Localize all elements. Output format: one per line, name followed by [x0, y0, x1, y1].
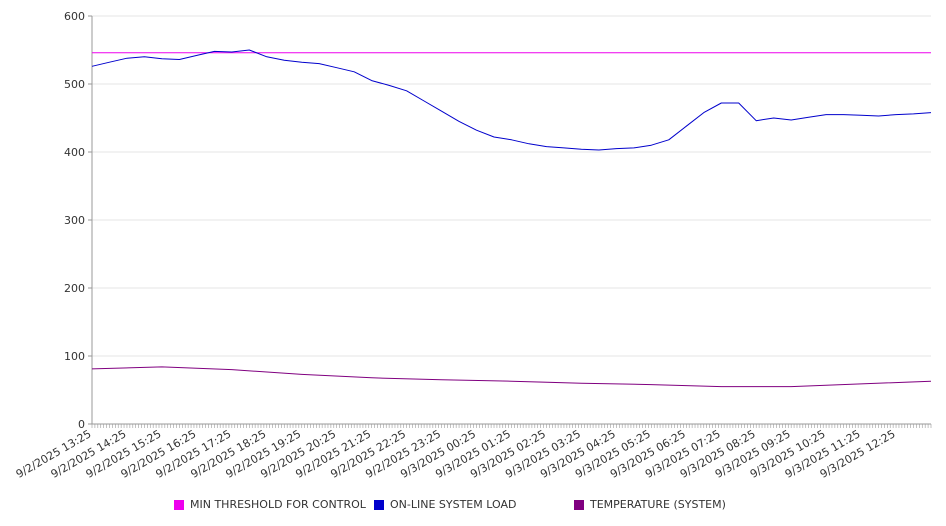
legend-swatch-system-load [374, 499, 384, 510]
legend-item-min-threshold: MIN THRESHOLD FOR CONTROL [174, 498, 366, 511]
legend-label-system-load: ON-LINE SYSTEM LOAD [390, 498, 517, 511]
y-tick-label: 500 [64, 78, 85, 91]
legend-swatch-min-threshold [174, 499, 184, 510]
legend-label-temperature: TEMPERATURE (SYSTEM) [590, 498, 726, 511]
y-axis-ticks: 0 100 200 300 400 500 600 [64, 10, 92, 431]
series-lines [91, 49, 932, 388]
y-tick-label: 400 [64, 146, 85, 159]
legend-item-system-load: ON-LINE SYSTEM LOAD [374, 498, 516, 511]
y-tick-label: 200 [64, 282, 85, 295]
y-tick-label: 300 [64, 214, 85, 227]
legend-label-min-threshold: MIN THRESHOLD FOR CONTROL [190, 498, 366, 511]
y-tick-label: 0 [78, 418, 85, 431]
y-tick-label: 600 [64, 10, 85, 23]
legend: MIN THRESHOLD FOR CONTROL ON-LINE SYSTEM… [174, 498, 934, 514]
temperature-line [91, 366, 932, 388]
system-load-line [91, 49, 932, 151]
legend-swatch-temperature [574, 499, 584, 510]
x-axis-ticks: 9/2/2025 13:259/2/2025 14:259/2/2025 15:… [14, 424, 932, 481]
grid-lines [92, 15, 931, 357]
y-tick-label: 100 [64, 350, 85, 363]
legend-item-temperature: TEMPERATURE (SYSTEM) [574, 498, 726, 511]
